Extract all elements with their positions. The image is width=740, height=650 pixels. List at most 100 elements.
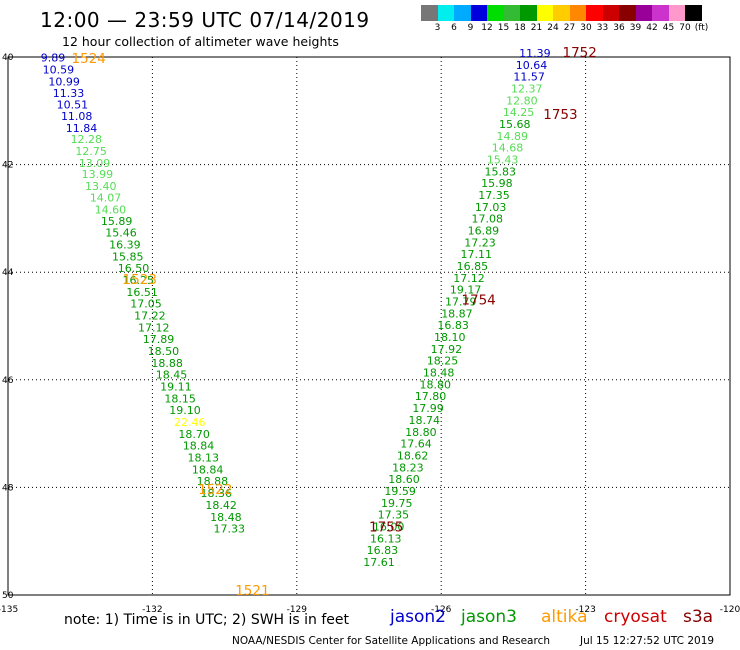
swh-value-label: 10.64 [516,59,548,72]
color-swatch [602,5,619,21]
color-scale-label: 36 [613,23,625,33]
swh-value-label: 19.17 [450,284,482,297]
swh-value-label: 18.70 [178,428,210,441]
swh-value-label: 18.25 [427,355,459,368]
swh-value-label: 12.80 [506,94,538,107]
swh-value-label: 19.59 [384,485,416,498]
swh-value-label: 15.85 [112,250,144,263]
color-scale-label: 45 [662,23,675,33]
longitude-tick-label: -129 [287,605,308,615]
latitude-tick-label: 46 [2,376,14,386]
color-scale-label: 9 [467,23,474,33]
swh-value-label: 17.99 [412,402,444,415]
swh-value-label: 16.83 [437,319,469,332]
generation-timestamp: Jul 15 12:27:52 UTC 2019 [580,635,715,647]
footer-note: note: 1) Time is in UTC; 2) SWH is in fe… [64,612,350,628]
swh-value-label: 18.10 [434,331,466,344]
latitude-tick-label: 42 [2,161,13,171]
color-swatch [685,5,702,21]
latitude-tick-label: 48 [2,483,14,493]
color-swatch [470,5,487,21]
swh-value-label: 16.50 [118,262,150,275]
swh-value-label: 17.12 [453,272,485,285]
swh-value-label: 17.12 [138,321,170,334]
swh-value-label: 11.08 [61,110,93,123]
swh-value-label: 18.80 [405,426,437,439]
color-scale-label: 27 [563,23,576,33]
color-scale-label: 3 [434,23,441,33]
swh-value-label: 17.61 [363,556,395,569]
color-scale-label: 12 [481,23,493,33]
pass-number-label: 1521 [235,583,269,599]
swh-value-label: 18.74 [408,414,440,427]
swh-value-label: 11.39 [519,47,551,60]
swh-value-label: 15.98 [481,177,512,190]
swh-value-label: 18.80 [420,378,452,391]
swh-value-label: 16.25 [123,274,155,287]
swh-value-label: 15.68 [499,118,530,131]
color-swatch [635,5,652,21]
swh-value-label: 12.28 [71,133,103,146]
swh-value-label: 14.60 [95,204,127,217]
swh-value-label: 11.57 [513,71,545,84]
swh-value-label: 18.84 [192,463,224,476]
swh-value-label: 18.36 [201,487,233,500]
swh-value-label: 18.42 [205,499,237,512]
color-swatch [586,5,603,21]
color-swatch [520,5,537,21]
swh-value-label: 18.45 [156,369,188,382]
swh-value-label: 11.33 [53,87,85,100]
swh-value-label: 15.43 [487,154,518,167]
color-scale-label: 6 [451,23,457,33]
color-scale-label: 21 [530,23,543,33]
latitude-tick-label: 40 [2,53,14,63]
swh-value-label: 14.68 [492,142,524,155]
color-swatch [437,5,454,21]
swh-value-label: 18.88 [151,357,183,370]
swh-value-label: 16.39 [109,239,141,252]
swh-value-label: 15.46 [105,227,137,240]
color-scale-label: 39 [629,23,642,33]
swh-value-label: 18.13 [188,452,220,465]
map-frame [7,56,731,596]
color-swatch [569,5,586,21]
color-swatch [652,5,669,21]
swh-value-label: 18.48 [210,511,242,524]
swh-value-label: 10.59 [43,64,75,77]
swh-value-label: 13.99 [82,168,114,181]
legend-entry-altika: altika [541,607,588,627]
page-title: 12:00 — 23:59 UTC 07/14/2019 [40,8,370,32]
swh-value-label: 11.84 [66,122,98,135]
swh-value-label: 16.89 [468,225,500,238]
swh-value-label: 17.79 [445,296,477,309]
swh-value-label: 12.37 [511,83,543,96]
legend-entry-jason3: jason3 [461,607,517,627]
color-scale-label: 30 [580,23,592,33]
color-scale-label: (ft) [694,23,709,33]
color-swatch [536,5,553,21]
pass-number-label: 1524 [72,51,106,67]
credit-line: NOAA/NESDIS Center for Satellite Applica… [232,635,550,647]
swh-value-label: 18.15 [164,392,196,405]
swh-value-label: 13.09 [79,157,111,170]
swh-value-label: 17.11 [460,248,492,261]
color-swatch [454,5,471,21]
swh-value-label: 22.46 [174,416,206,429]
swh-value-label: 17.05 [130,298,162,311]
swh-value-label: 17.80 [415,390,447,403]
legend-entry-cryosat: cryosat [604,607,667,627]
latitude-tick-label: 50 [2,591,14,601]
swh-value-label: 13.40 [85,180,117,193]
longitude-tick-label: -120 [720,605,740,615]
swh-value-label: 19.11 [160,381,192,394]
color-scale-label: 42 [646,23,658,33]
color-scale-label: 18 [514,23,526,33]
swh-value-label: 18.88 [197,475,229,488]
swh-value-label: 18.62 [397,449,429,462]
pass-number-label: 1754 [461,292,495,308]
color-swatch [668,5,685,21]
page-subtitle: 12 hour collection of altimeter wave hei… [62,34,339,49]
pass-number-label: 1523 [123,272,157,288]
color-swatch [553,5,570,21]
